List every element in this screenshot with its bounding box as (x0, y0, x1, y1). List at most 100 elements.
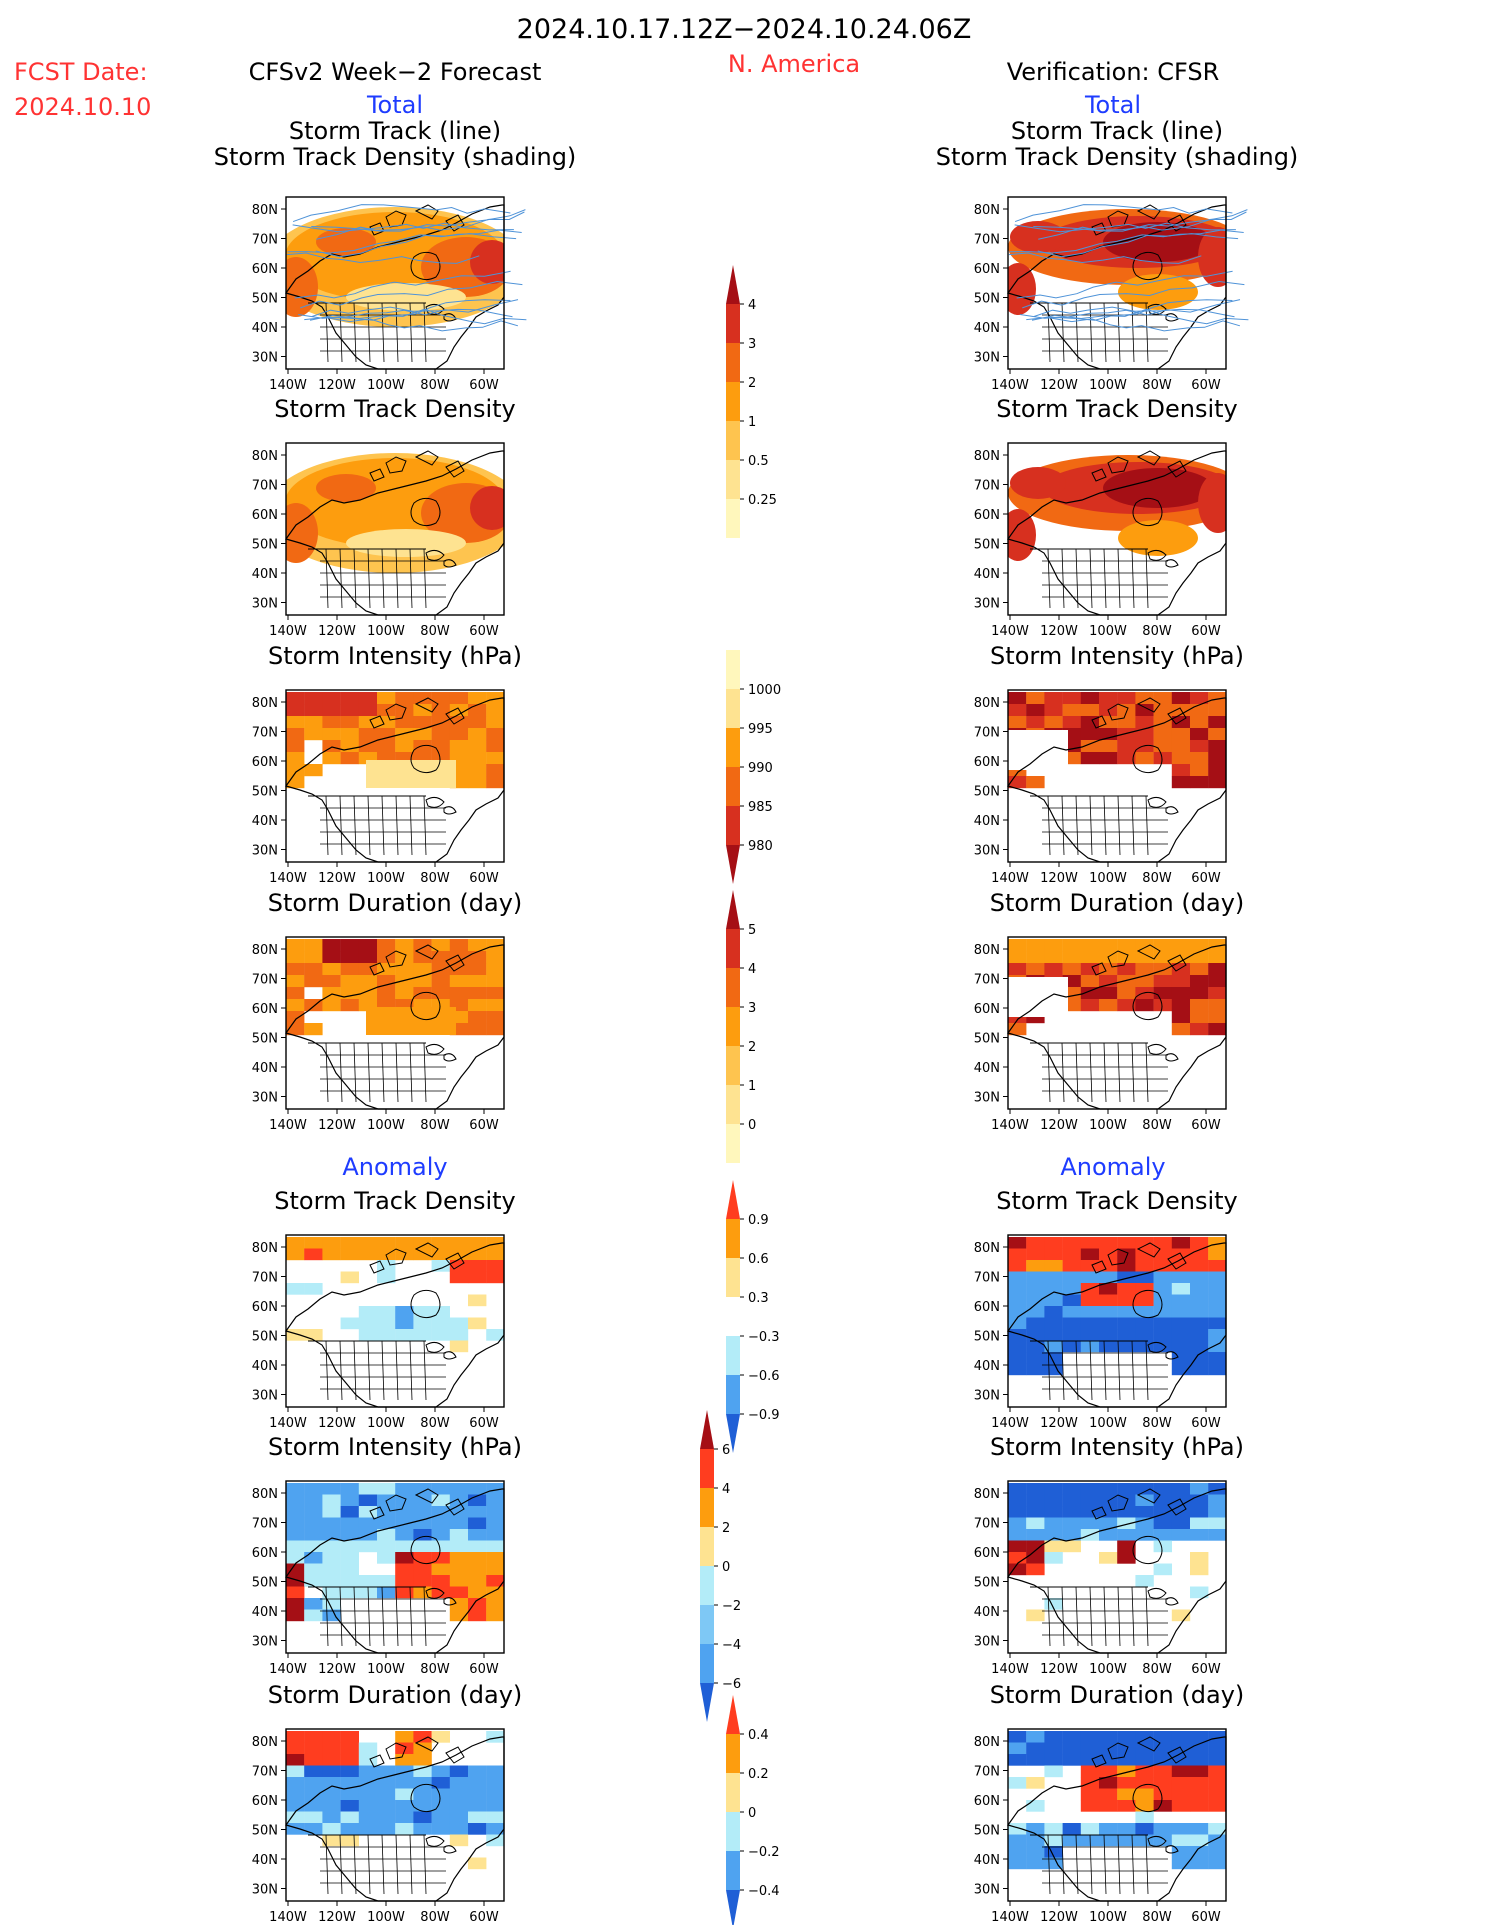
lat-tick-label: 60N (252, 1002, 278, 1017)
verf-aduration-map-panel: Storm Duration (day) 80N 70N 60N 50N 40N 30N 14… (974, 1681, 1245, 1925)
colorbar-label: 0.25 (748, 493, 777, 508)
lat-tick-label: 40N (252, 1061, 278, 1076)
lat-tick-label: 50N (252, 1032, 278, 1047)
lat-tick-label: 70N (974, 1517, 1000, 1532)
lat-tick-label: 40N (974, 814, 1000, 829)
lon-tick-label: 140W (269, 378, 307, 393)
anomaly-label-right: Anomaly (1060, 1153, 1165, 1181)
colorbar-label: 4 (748, 298, 756, 313)
map-frame (1007, 1480, 1227, 1654)
lat-tick-label: 50N (252, 1824, 278, 1839)
lon-tick-label: 60W (469, 624, 499, 639)
colorbar-label: −0.4 (748, 1884, 780, 1899)
lat-tick-label: 80N (252, 1487, 278, 1502)
map-frame (1007, 689, 1227, 863)
map-frame (285, 1480, 505, 1654)
lat-tick-label: 40N (252, 321, 278, 336)
lat-tick-label: 40N (974, 1853, 1000, 1868)
lat-tick-label: 30N (974, 351, 1000, 366)
colorbar-label: 1000 (748, 683, 781, 698)
forecast-column-title: CFSv2 Week−2 Forecast (249, 58, 542, 86)
fcst-adensity-map-panel: Storm Track Density 80N 70N 60N 50N 40N 30N 140… (252, 1187, 516, 1431)
lat-tick-label: 50N (974, 292, 1000, 307)
lat-tick-label: 80N (974, 696, 1000, 711)
lon-tick-label: 100W (1089, 1118, 1127, 1133)
colorbar-label: −0.3 (748, 1330, 780, 1345)
lon-tick-label: 120W (318, 624, 356, 639)
lon-tick-label: 60W (469, 1118, 499, 1133)
lat-tick-label: 30N (974, 844, 1000, 859)
lon-tick-label: 100W (1089, 1910, 1127, 1925)
verf-duration-map-panel: Storm Duration (day) 80N 70N 60N 50N 40N 30N 14… (974, 889, 1245, 1133)
lon-tick-label: 60W (1191, 624, 1221, 639)
verf-adensity-map-panel: Storm Track Density 80N 70N 60N 50N 40N 30N 140… (974, 1187, 1238, 1431)
lon-tick-label: 140W (991, 1662, 1029, 1677)
lat-tick-label: 40N (252, 1605, 278, 1620)
lat-tick-label: 30N (252, 1883, 278, 1898)
verf-density-map-panel: Storm Track Density 80N 70N 60N 50N 40N 30N 140… (974, 395, 1238, 639)
lat-tick-label: 70N (252, 1271, 278, 1286)
colorbar-density_total: 4 3 2 1 0.5 0.25 (726, 265, 777, 538)
colorbar-label: 2 (748, 376, 756, 391)
colorbar-label: 990 (748, 761, 773, 776)
panel-title: Storm Track Density (996, 395, 1237, 423)
lon-tick-label: 120W (318, 1118, 356, 1133)
panel-title: Storm Track Density (shading) (936, 143, 1299, 171)
colorbar-label: 5 (748, 923, 756, 938)
lat-tick-label: 30N (252, 597, 278, 612)
lon-tick-label: 60W (469, 378, 499, 393)
lon-tick-label: 100W (367, 1118, 405, 1133)
lat-tick-label: 40N (974, 567, 1000, 582)
colorbar-duration_total: 5 4 3 2 1 0 (726, 890, 756, 1163)
lat-tick-label: 30N (252, 351, 278, 366)
map-frame (285, 1234, 505, 1408)
map-frame (1007, 1728, 1227, 1902)
lat-tick-label: 70N (974, 233, 1000, 248)
lon-tick-label: 120W (1040, 378, 1078, 393)
lat-tick-label: 80N (252, 449, 278, 464)
lon-tick-label: 100W (1089, 1416, 1127, 1431)
panel-title: Storm Duration (day) (268, 1681, 523, 1709)
map-frame (285, 936, 505, 1110)
lon-tick-label: 80W (420, 1662, 450, 1677)
lat-tick-label: 70N (974, 1271, 1000, 1286)
lon-tick-label: 100W (367, 1662, 405, 1677)
lat-tick-label: 60N (252, 1300, 278, 1315)
panel-title: Storm Intensity (hPa) (268, 642, 522, 670)
colorbar-label: 4 (722, 1482, 730, 1497)
lon-tick-label: 120W (1040, 624, 1078, 639)
lon-tick-label: 120W (318, 1416, 356, 1431)
colorbar-label: −4 (722, 1638, 741, 1653)
colorbar-label: 4 (748, 962, 756, 977)
colorbar-label: 3 (748, 337, 756, 352)
lat-tick-label: 80N (974, 203, 1000, 218)
lat-tick-label: 40N (974, 321, 1000, 336)
verf-intensity-map-panel: Storm Intensity (hPa) 80N 70N 60N 50N 40N 30N 1… (974, 642, 1244, 886)
lat-tick-label: 70N (252, 1517, 278, 1532)
verf-aintensity-map-panel: Storm Intensity (hPa) 80N 70N 60N 50N 40N 30N 1… (974, 1433, 1244, 1677)
lon-tick-label: 100W (367, 1416, 405, 1431)
lon-tick-label: 140W (269, 1910, 307, 1925)
lat-tick-label: 40N (252, 1853, 278, 1868)
lat-tick-label: 30N (974, 597, 1000, 612)
lon-tick-label: 60W (1191, 871, 1221, 886)
map-frame (285, 689, 505, 863)
fcst-density-map-panel: Storm Track Density 80N 70N 60N 50N 40N 30N 140… (252, 395, 516, 639)
panel-title: Storm Duration (day) (990, 1681, 1245, 1709)
lat-tick-label: 40N (974, 1605, 1000, 1620)
colorbar-label: 985 (748, 800, 773, 815)
colorbar-label: 0 (748, 1118, 756, 1133)
lat-tick-label: 70N (252, 1765, 278, 1780)
colorbar-label: −6 (722, 1677, 741, 1692)
colorbar-label: 0.4 (748, 1728, 769, 1743)
colorbar-density_anom: 0.9 0.6 0.3 −0.3 −0.6 −0.9 (726, 1180, 780, 1453)
lon-tick-label: 80W (420, 871, 450, 886)
lat-tick-label: 60N (252, 508, 278, 523)
lat-tick-label: 30N (974, 1389, 1000, 1404)
lat-tick-label: 80N (974, 1735, 1000, 1750)
colorbar-label: 0.5 (748, 454, 769, 469)
lat-tick-label: 60N (974, 1546, 1000, 1561)
lon-tick-label: 80W (1142, 624, 1172, 639)
lon-tick-label: 60W (469, 1416, 499, 1431)
